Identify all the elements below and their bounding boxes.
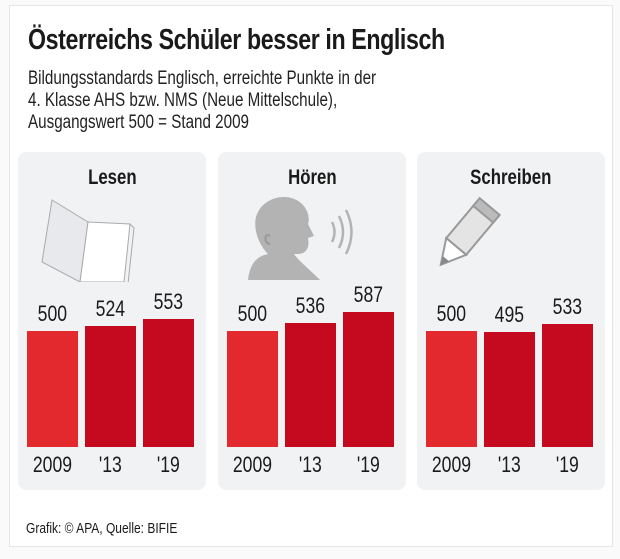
chart-title: Österreichs Schüler besser in Englisch: [28, 24, 445, 56]
pencil-icon: [427, 192, 537, 287]
year-label: '19: [356, 452, 380, 477]
bar-'13: [484, 332, 535, 447]
bar-'13: [285, 323, 336, 447]
panel-title: Schreiben: [470, 166, 552, 189]
book-icon: [28, 192, 138, 287]
subtitle-line: Ausgangswert 500 = Stand 2009: [28, 112, 249, 133]
source-note: Grafik: © APA, Quelle: BIFIE: [26, 520, 178, 537]
panel-lesen: Lesen 500 2009 524 '13 553 '19: [18, 152, 206, 490]
year-label: '13: [98, 452, 122, 477]
value-label: 500: [237, 301, 267, 326]
panel-schreiben: Schreiben 500 2009 495 '13 533 '19: [417, 152, 605, 490]
value-label: 536: [295, 293, 325, 319]
value-label: 533: [552, 293, 582, 319]
subtitle-line: 4. Klasse AHS bzw. NMS (Neue Mittelschul…: [28, 90, 338, 111]
year-label: '13: [497, 452, 521, 477]
bar-'19: [143, 319, 194, 447]
bar-2009: [227, 331, 278, 447]
bar-'19: [343, 311, 394, 447]
year-label: '19: [156, 452, 180, 477]
subtitle-line: Bildungsstandards Englisch, erreichte Pu…: [28, 68, 377, 89]
bar-2009: [27, 331, 78, 447]
year-label: 2009: [32, 452, 72, 477]
bar-'19: [542, 323, 593, 447]
value-label: 500: [37, 301, 67, 326]
value-label: 587: [353, 281, 383, 307]
panel-title: Lesen: [87, 166, 137, 189]
bar-'13: [85, 325, 136, 447]
value-label: 495: [494, 302, 524, 328]
value-label: 524: [95, 295, 125, 321]
bar-2009: [426, 331, 477, 447]
year-label: '19: [555, 452, 579, 477]
value-label: 500: [436, 301, 466, 326]
panel-hören: Hören 500 2009 536 '13 587 '19: [218, 152, 406, 490]
year-label: '13: [298, 452, 322, 477]
value-label: 553: [153, 289, 183, 315]
year-label: 2009: [431, 452, 471, 477]
head-listening-icon: [228, 192, 368, 287]
panel-title: Hören: [287, 166, 337, 189]
year-label: 2009: [232, 452, 272, 477]
